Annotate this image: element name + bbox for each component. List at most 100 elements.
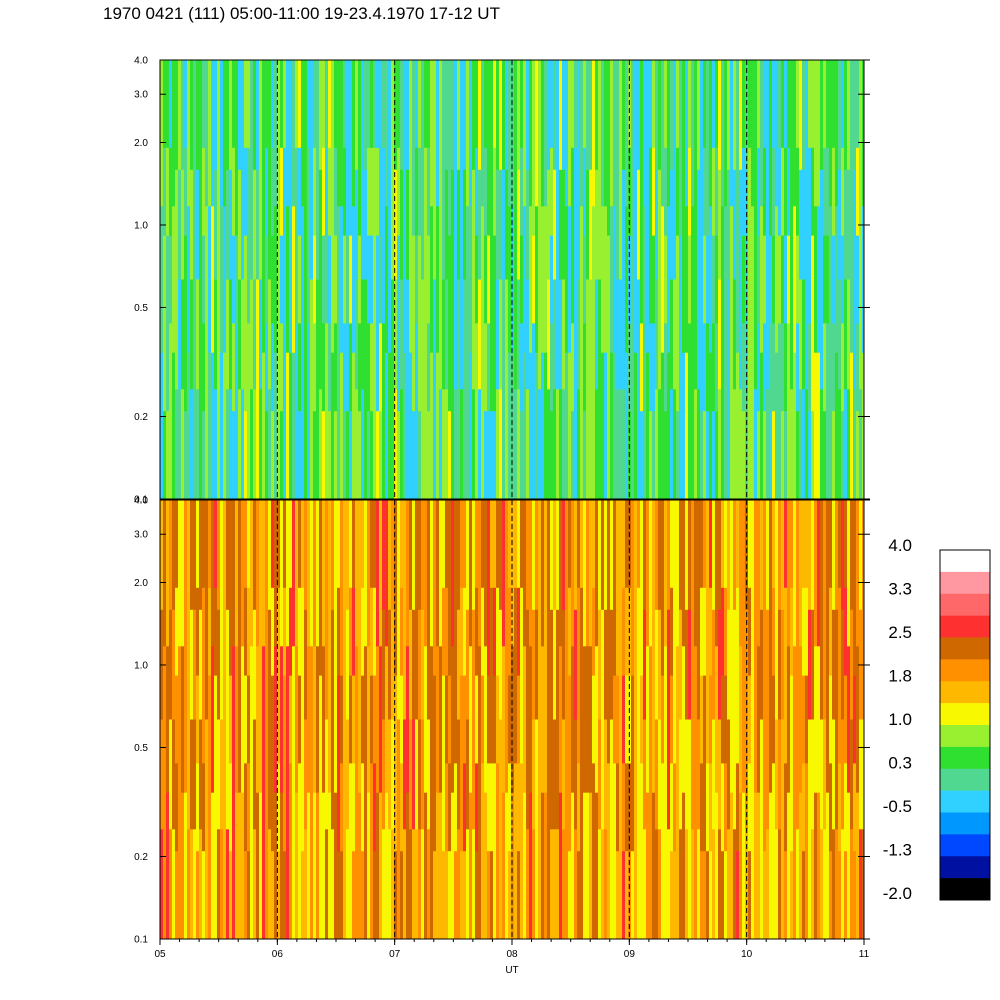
spectrogram-strip <box>850 609 853 721</box>
spectrogram-strip <box>319 675 322 764</box>
spectrogram-strip <box>724 587 727 677</box>
spectrogram-strip <box>367 60 370 149</box>
spectrogram-strip <box>214 279 217 390</box>
colorbar-label: 2.5 <box>888 623 912 642</box>
spectrogram-strip <box>538 792 541 939</box>
spectrogram-strip <box>418 609 421 721</box>
spectrogram-strip <box>286 352 289 499</box>
spectrogram-strip <box>199 609 202 721</box>
spectrogram-strip <box>340 352 343 499</box>
spectrogram-strip <box>847 500 850 647</box>
spectrogram-strip <box>820 719 823 830</box>
spectrogram-strip <box>343 792 346 939</box>
spectrogram-strip <box>409 206 412 354</box>
spectrogram-strip <box>772 763 775 852</box>
spectrogram-strip <box>325 411 328 499</box>
spectrogram-strip <box>556 829 559 939</box>
spectrogram-strip <box>862 206 864 354</box>
spectrogram-strip <box>478 169 481 281</box>
spectrogram-strip <box>334 235 337 324</box>
spectrogram-strip <box>550 500 553 611</box>
spectrogram-strip <box>643 500 646 611</box>
spectrogram-strip <box>181 389 184 499</box>
spectrogram-strip <box>736 352 739 499</box>
spectrogram-strip <box>643 609 646 721</box>
spectrogram-strip <box>487 500 490 589</box>
spectrogram-strip <box>322 792 325 939</box>
spectrogram-strip <box>448 323 451 412</box>
spectrogram-strip <box>727 279 730 390</box>
spectrogram-strip <box>217 235 220 324</box>
spectrogram-strip <box>613 352 616 499</box>
spectrogram-strip <box>172 829 175 939</box>
spectrogram-strip <box>316 389 319 499</box>
spectrogram-strip <box>454 500 457 589</box>
spectrogram-strip <box>526 389 529 499</box>
spectrogram-strip <box>637 389 640 499</box>
spectrogram-strip <box>328 60 331 149</box>
spectrogram-strip <box>343 646 346 794</box>
spectrogram-strip <box>385 646 388 794</box>
spectrogram-strip <box>499 279 502 390</box>
spectrogram-strip <box>403 60 406 207</box>
spectrogram-strip <box>526 169 529 281</box>
spectrogram-strip <box>175 169 178 281</box>
spectrogram-strip <box>544 792 547 939</box>
spectrogram-strip <box>721 206 724 354</box>
spectrogram-strip <box>217 60 220 149</box>
spectrogram-strip <box>850 719 853 830</box>
colorbar-label: -2.0 <box>883 884 912 903</box>
spectrogram-strip <box>697 719 700 830</box>
spectrogram-strip <box>322 235 325 324</box>
spectrogram-strip <box>388 352 391 499</box>
spectrogram-strip <box>448 763 451 852</box>
spectrogram-strip <box>295 646 298 794</box>
spectrogram-strip <box>415 60 418 149</box>
spectrogram-strip <box>238 792 241 939</box>
spectrogram-strip <box>733 829 736 939</box>
spectrogram-strip <box>721 675 724 764</box>
spectrogram-strip <box>844 169 847 281</box>
spectrogram-strip <box>679 500 682 611</box>
spectrogram-strip <box>496 763 499 852</box>
spectrogram-strip <box>817 792 820 939</box>
spectrogram-strip <box>754 169 757 281</box>
spectrogram-strip <box>808 235 811 324</box>
spectrogram-strip <box>238 646 241 794</box>
spectrogram-strip <box>601 500 604 611</box>
spectrogram-strip <box>343 323 346 412</box>
spectrogram-strip <box>739 389 742 499</box>
spectrogram-strip <box>835 60 838 207</box>
spectrogram-strip <box>814 500 817 647</box>
spectrogram-strip <box>859 719 862 830</box>
spectrogram-strip <box>400 169 403 281</box>
y-tick-label: 2.0 <box>134 578 148 589</box>
spectrogram-strip <box>709 763 712 852</box>
spectrogram-strip <box>214 60 217 171</box>
spectrogram-strip <box>844 675 847 764</box>
spectrogram-strip <box>505 279 508 390</box>
spectrogram-strip <box>547 500 550 647</box>
spectrogram-strip <box>220 719 223 830</box>
spectrogram-strip <box>823 829 826 939</box>
spectrogram-strip <box>772 235 775 324</box>
spectrogram-strip <box>331 609 334 721</box>
spectrogram-strip <box>664 411 667 499</box>
spectrogram-strip <box>826 411 829 499</box>
spectrogram-strip <box>199 235 202 324</box>
spectrogram-strip <box>208 587 211 677</box>
spectrogram-strip <box>577 60 580 171</box>
y-tick-label: 0.1 <box>134 935 148 946</box>
spectrogram-strip <box>850 352 853 499</box>
spectrogram-strip <box>244 60 247 149</box>
spectrogram-strip <box>181 60 184 171</box>
spectrogram-strip <box>748 851 751 939</box>
spectrogram-strip <box>277 851 280 939</box>
spectrogram-strip <box>847 389 850 499</box>
spectrogram-strip <box>661 587 664 677</box>
spectrogram-strip <box>514 675 517 764</box>
spectrogram-strip <box>748 411 751 499</box>
spectrogram-strip <box>436 352 439 499</box>
spectrogram-strip <box>169 829 172 939</box>
spectrogram-strip <box>811 323 814 412</box>
